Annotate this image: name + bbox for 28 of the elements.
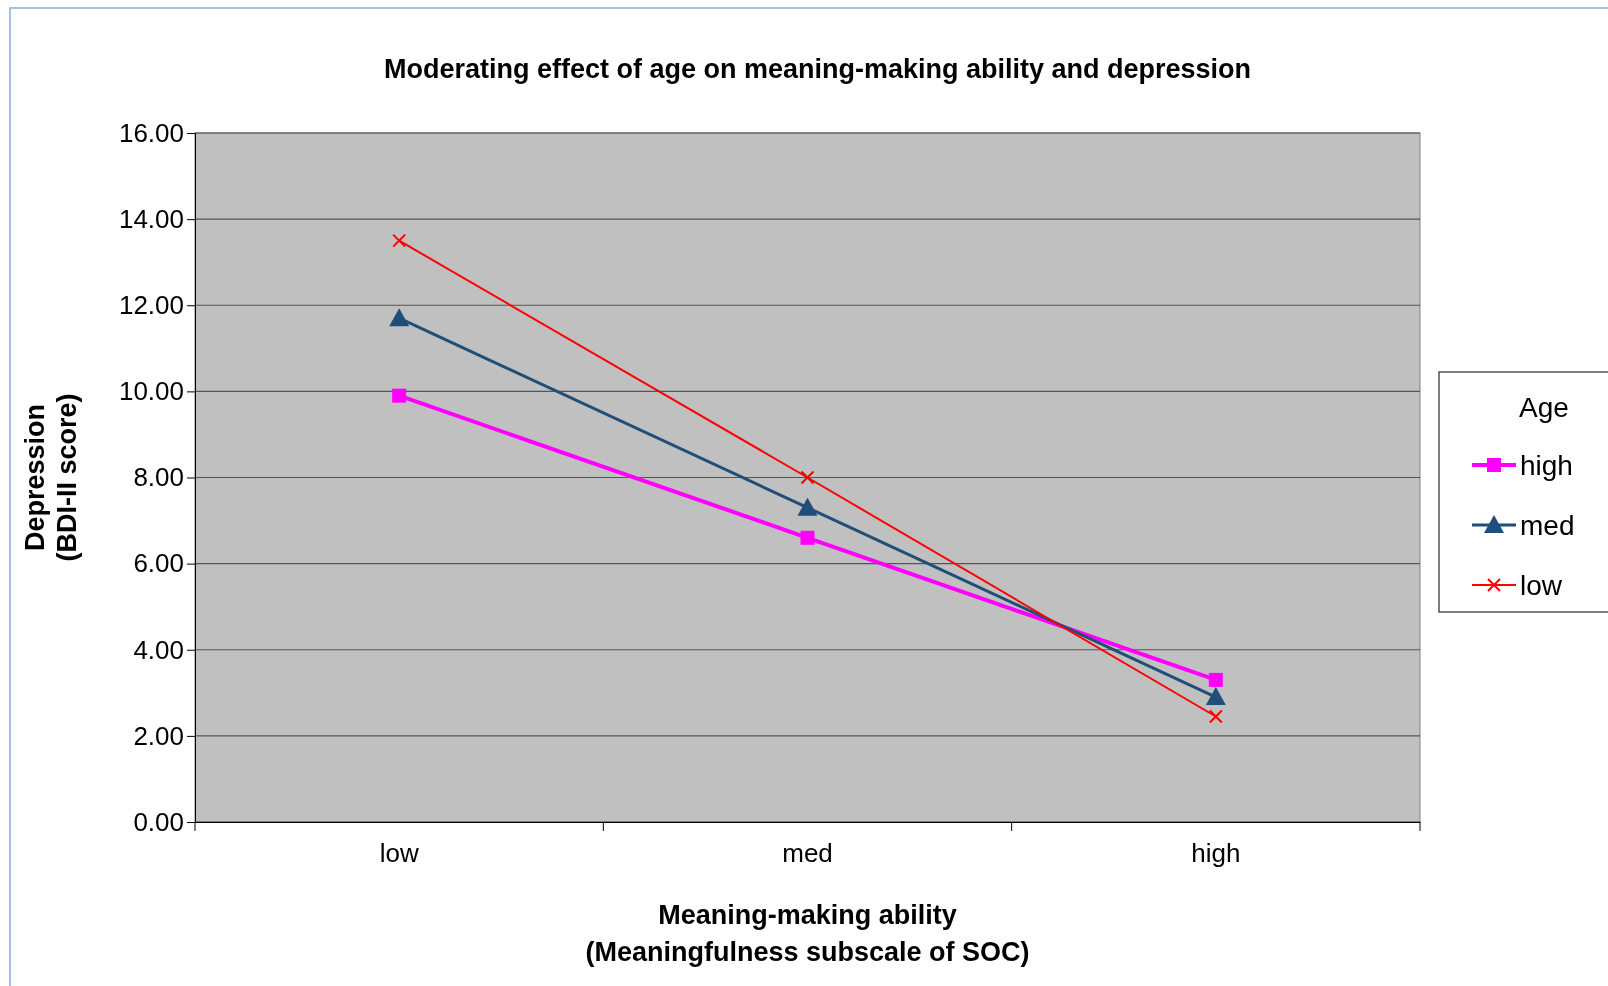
y-axis-title: Depression (BDI-II score) — [20, 393, 82, 562]
y-tick-label: 6.00 — [133, 548, 184, 579]
x-axis-title: Meaning-making ability (Meaningfulness subscale of SOC) — [585, 900, 1030, 967]
y-tick-label: 10.00 — [118, 376, 184, 407]
y-tick-label: 14.00 — [118, 203, 184, 234]
y-tick-label: 4.00 — [133, 634, 184, 665]
y-tick-label: 16.00 — [118, 117, 184, 148]
point — [800, 470, 815, 485]
legend-label: high — [1520, 450, 1573, 481]
point — [1208, 709, 1223, 724]
point — [1205, 687, 1226, 706]
point — [800, 530, 815, 545]
x-tick-label: low — [379, 838, 419, 869]
x-tick-label: med — [782, 838, 833, 869]
y-tick-label: 2.00 — [133, 720, 184, 751]
legend-title: Age — [1519, 392, 1569, 423]
y-tick-label: 8.00 — [133, 462, 184, 493]
legend-label: med — [1520, 510, 1575, 541]
chart-title: Moderating effect of age on meaning-making ability and depression — [383, 54, 1252, 84]
x-tick-label: high — [1191, 838, 1241, 869]
point — [392, 388, 407, 403]
point — [1208, 672, 1223, 687]
y-tick-label: 0.00 — [133, 806, 184, 837]
y-tick-label: 12.00 — [118, 290, 184, 321]
point — [392, 233, 407, 248]
point — [797, 497, 818, 516]
point — [389, 308, 410, 327]
legend-label: low — [1520, 570, 1563, 601]
